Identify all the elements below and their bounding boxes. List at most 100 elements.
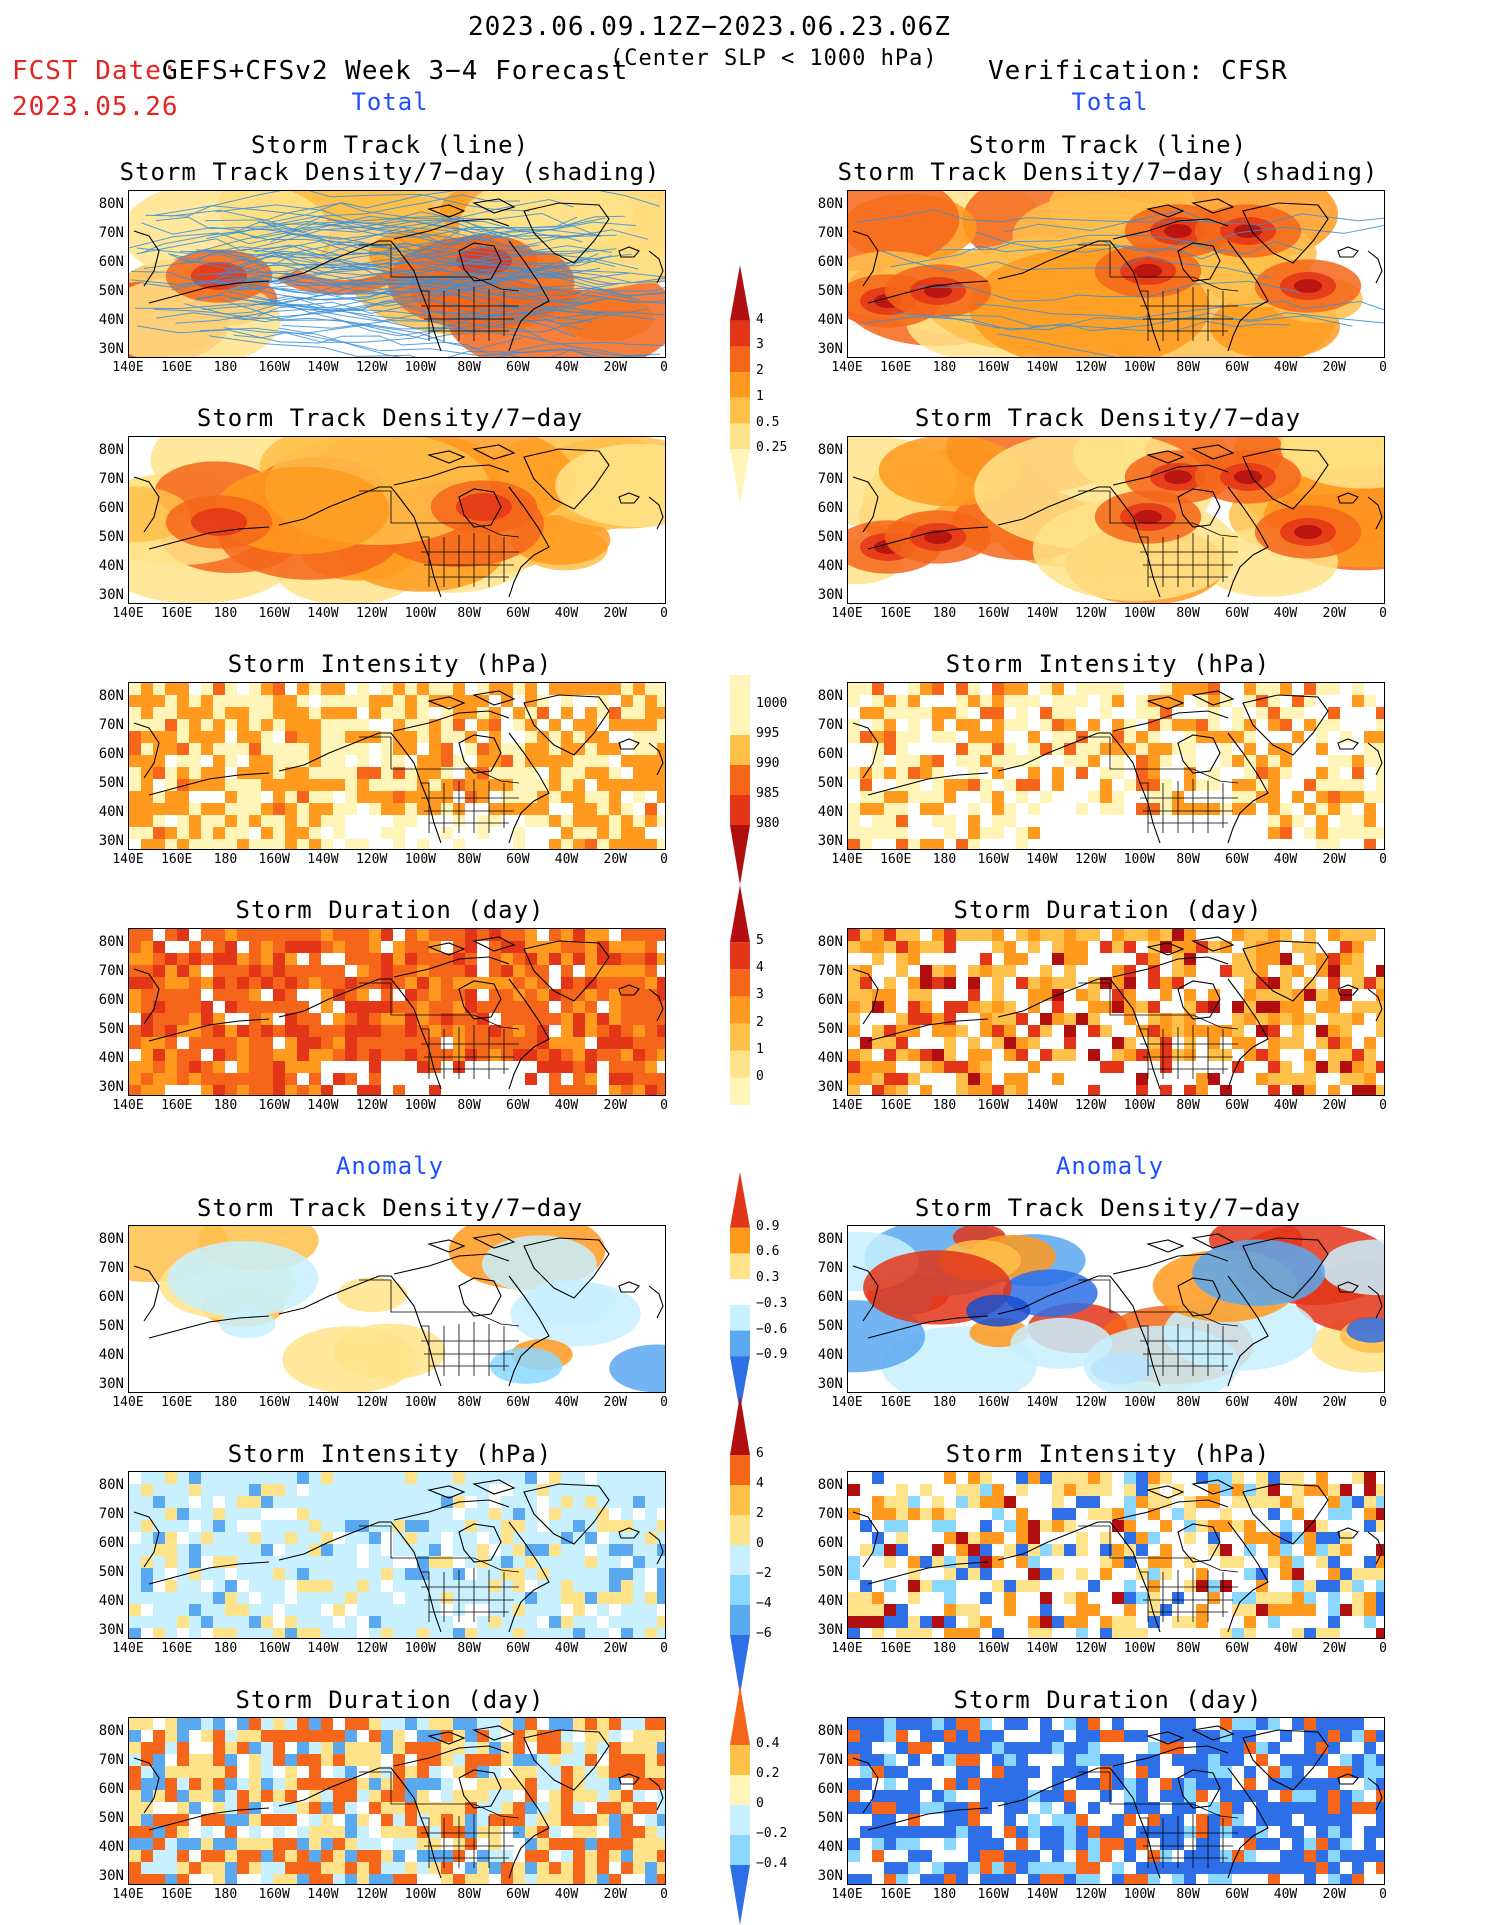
field-cell [860,1826,872,1838]
coastline [278,1521,442,1633]
field-cell [609,1544,621,1556]
field-cell [561,827,573,839]
field-cell [908,731,920,743]
field-cell [968,965,980,977]
field-cell [381,1778,393,1790]
field-cell [1124,1592,1136,1604]
field-cell [405,1826,417,1838]
field-cell [309,1718,321,1730]
field-cell [189,1061,201,1073]
field-cell [561,941,573,953]
field-cell [1294,279,1322,293]
field-cell [465,1718,477,1730]
field-cell [1112,1061,1124,1073]
field-cell [621,1850,633,1862]
field-cell [1064,1484,1076,1496]
field-cell [872,1790,884,1802]
field-cell [357,767,369,779]
field-cell [1196,1616,1208,1628]
field-cell [1184,779,1196,791]
coastline [133,230,160,287]
field-cell [165,695,177,707]
field-cell [309,1061,321,1073]
field-cell [609,1520,621,1532]
field-cell [860,803,872,815]
field-cell [597,1850,609,1862]
field-cell [129,791,141,803]
field-cell [1316,1061,1328,1073]
field-cell [1328,977,1340,989]
field-cell [201,1730,213,1742]
field-cell [1088,1826,1100,1838]
field-cell [261,1718,273,1730]
field-cell [177,1508,189,1520]
coastline [148,1018,270,1042]
field-cell [633,707,645,719]
field-cell [1340,1484,1352,1496]
field-cell [549,743,561,755]
field-cell [980,1544,992,1556]
field-cell [1328,1037,1340,1049]
lat-tick-label: 60N [817,1535,843,1551]
field-cell [177,743,189,755]
field-cell [549,1742,561,1754]
field-cell [189,953,201,965]
field-cell [860,1073,872,1085]
field-cell [465,1472,477,1484]
colorbar-label: −0.3 [756,1295,788,1311]
field-cell [633,941,645,953]
field-cell [285,1814,297,1826]
field-cell [860,1874,872,1884]
field-cell [1100,1850,1112,1862]
coastline [1337,984,1359,996]
field-cell [153,1874,165,1884]
field-cell [1364,1508,1376,1520]
field-cell [609,1472,621,1484]
lon-tick-label: 120W [355,360,388,375]
lon-tick-label: 160E [880,606,912,621]
field-cell [848,1754,860,1766]
field-cell [1376,1778,1384,1790]
field-cell [273,803,285,815]
field-cell [1124,1472,1136,1484]
field-cell [549,1754,561,1766]
field-cell [417,779,429,791]
field-cell [872,941,884,953]
coastline [427,1239,466,1253]
field-cell [1148,1580,1160,1592]
field-cell [153,1472,165,1484]
field-cell [525,1568,537,1580]
field-cell [645,1484,657,1496]
field-cell [1280,989,1292,1001]
field-cell [441,743,453,755]
field-cell [1352,1001,1364,1013]
field-cell [213,1592,225,1604]
field-cell [1052,1862,1064,1874]
field-cell [465,1826,477,1838]
field-cell [309,743,321,755]
field-cell [417,1838,429,1850]
field-cell [189,1544,201,1556]
field-cell [1136,1568,1148,1580]
field-cell [345,1073,357,1085]
field-cell [177,731,189,743]
field-cell [1352,1766,1364,1778]
field-cell [597,1874,609,1884]
field-cell [1208,1838,1220,1850]
field-cell [1208,1073,1220,1085]
field-cell [1052,1838,1064,1850]
field-cell [249,815,261,827]
field-cell [237,743,249,755]
field-cell [249,779,261,791]
field-cell [848,1874,860,1884]
field-cell [992,803,1004,815]
field-cell [597,929,609,941]
field-cell [453,1013,465,1025]
field-cell [944,1874,956,1884]
field-cell [489,1616,501,1628]
field-cell [177,1544,189,1556]
field-cell [944,1628,956,1638]
field-cell [381,1718,393,1730]
field-cell [441,1001,453,1013]
field-cell [249,1862,261,1874]
